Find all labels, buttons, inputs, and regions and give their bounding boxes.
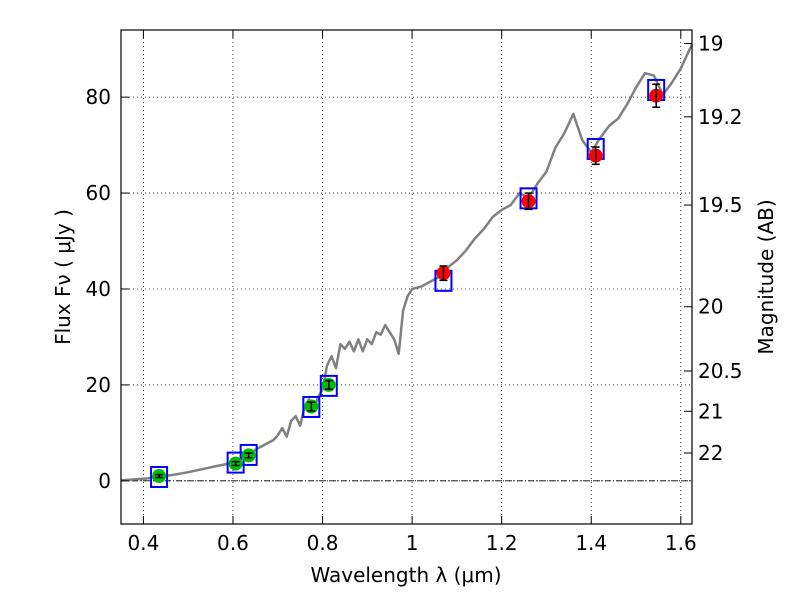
right-tick-label: 19.2 bbox=[698, 105, 743, 129]
y-tick-label: 20 bbox=[86, 373, 111, 397]
x-tick-label: 0.6 bbox=[217, 531, 249, 555]
axis-ticks: 0.4 0.6 0.8 1 1.2 1.4 1.6 0 20 40 60 80 19 19.2 19.5 20… bbox=[86, 30, 743, 555]
x-tick-label: 0.4 bbox=[127, 531, 159, 555]
y-tick-label: 0 bbox=[98, 469, 111, 493]
x-tick-label: 1.2 bbox=[486, 531, 518, 555]
x-tick-label: 1.6 bbox=[665, 531, 697, 555]
spectrum-line bbox=[120, 43, 694, 482]
right-tick-label: 21 bbox=[698, 399, 723, 423]
plot-frame bbox=[120, 29, 693, 525]
y-tick-label: 40 bbox=[86, 277, 111, 301]
y-axis-title: Flux Fν ( μJy ) bbox=[51, 209, 75, 345]
x-tick-label: 1 bbox=[406, 531, 419, 555]
x-axis-title: Wavelength λ (μm) bbox=[310, 563, 501, 587]
y-tick-label: 80 bbox=[86, 85, 111, 109]
grid-lines bbox=[121, 30, 692, 524]
x-tick-label: 1.4 bbox=[575, 531, 607, 555]
right-tick-label: 22 bbox=[698, 441, 723, 465]
right-tick-label: 19.5 bbox=[698, 193, 743, 217]
right-tick-label: 20.5 bbox=[698, 359, 743, 383]
right-tick-label: 19 bbox=[698, 31, 723, 55]
model-box-marker bbox=[150, 465, 169, 488]
right-axis-title: Magnitude (AB) bbox=[754, 199, 778, 354]
model-box-marker bbox=[226, 451, 245, 474]
model-box-marker bbox=[302, 395, 321, 418]
x-tick-label: 0.8 bbox=[307, 531, 339, 555]
y-tick-label: 60 bbox=[86, 181, 111, 205]
model-box-marker bbox=[319, 374, 338, 397]
model-box-marker bbox=[239, 443, 258, 466]
plot-area bbox=[120, 43, 694, 488]
right-tick-label: 20 bbox=[698, 295, 723, 319]
